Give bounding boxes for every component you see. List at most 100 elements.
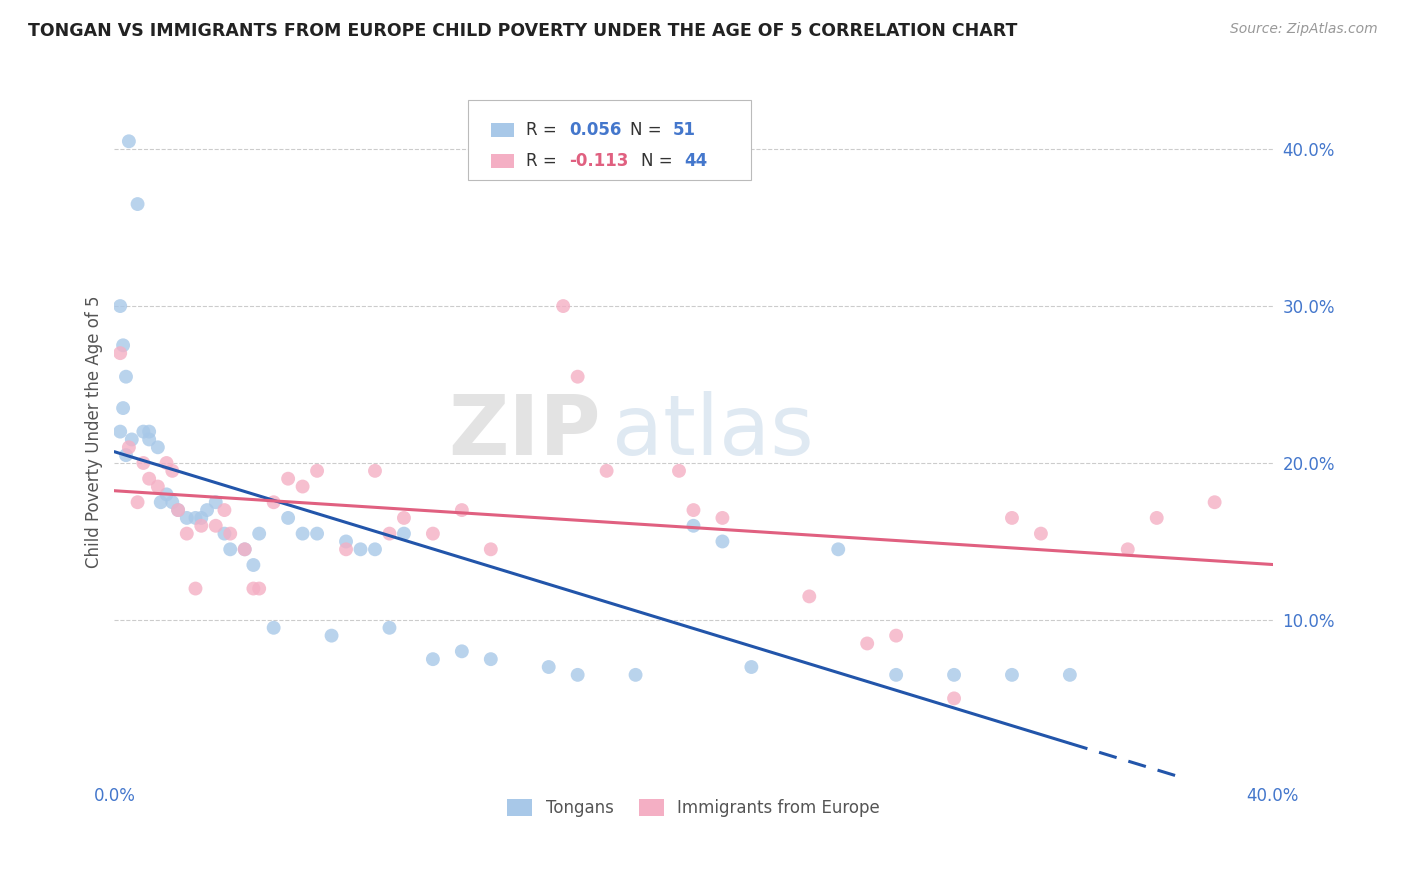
Point xyxy=(1001,511,1024,525)
Point xyxy=(190,511,212,525)
Point xyxy=(127,495,149,509)
Point xyxy=(307,464,329,478)
Point xyxy=(108,299,131,313)
Point xyxy=(115,369,138,384)
Point xyxy=(1001,668,1024,682)
Point xyxy=(479,542,502,557)
Point xyxy=(247,526,270,541)
Point xyxy=(167,503,190,517)
Point xyxy=(115,448,138,462)
Point xyxy=(242,582,264,596)
Point xyxy=(121,433,143,447)
Point xyxy=(149,495,172,509)
Point xyxy=(233,542,256,557)
FancyBboxPatch shape xyxy=(491,154,515,168)
Point xyxy=(1204,495,1226,509)
Point xyxy=(277,472,299,486)
Point xyxy=(146,479,169,493)
Text: 44: 44 xyxy=(685,152,707,169)
Point xyxy=(450,503,472,517)
Point xyxy=(138,425,160,439)
Point xyxy=(799,590,821,604)
Point xyxy=(321,629,343,643)
Point xyxy=(740,660,762,674)
Point xyxy=(567,369,589,384)
Point xyxy=(155,487,177,501)
Point xyxy=(943,691,966,706)
Point xyxy=(204,518,226,533)
Point xyxy=(219,526,242,541)
Point xyxy=(162,464,184,478)
Point xyxy=(155,456,177,470)
Point xyxy=(167,503,190,517)
Point xyxy=(146,440,169,454)
Point xyxy=(682,518,704,533)
Point xyxy=(112,401,135,415)
Point xyxy=(195,503,218,517)
Text: N =: N = xyxy=(641,152,678,169)
Point xyxy=(884,668,907,682)
Point xyxy=(108,346,131,360)
Text: Source: ZipAtlas.com: Source: ZipAtlas.com xyxy=(1230,22,1378,37)
Point xyxy=(668,464,690,478)
FancyBboxPatch shape xyxy=(491,123,515,137)
Point xyxy=(711,534,734,549)
Point xyxy=(138,472,160,486)
Point xyxy=(108,425,131,439)
Point xyxy=(335,542,357,557)
Point xyxy=(176,526,198,541)
Point xyxy=(112,338,135,352)
Point xyxy=(392,511,415,525)
Point xyxy=(349,542,371,557)
Text: R =: R = xyxy=(526,121,561,139)
Text: 0.056: 0.056 xyxy=(569,121,621,139)
Point xyxy=(127,197,149,211)
Point xyxy=(291,526,314,541)
Point xyxy=(943,668,966,682)
Point xyxy=(1059,668,1081,682)
Point xyxy=(827,542,849,557)
Point xyxy=(247,582,270,596)
Point xyxy=(711,511,734,525)
Text: ZIP: ZIP xyxy=(449,391,600,472)
Point xyxy=(219,542,242,557)
Point xyxy=(335,534,357,549)
Point xyxy=(118,134,141,148)
Point xyxy=(118,440,141,454)
Point xyxy=(132,456,155,470)
Text: 51: 51 xyxy=(672,121,696,139)
Point xyxy=(242,558,264,572)
Point xyxy=(307,526,329,541)
Point xyxy=(364,542,387,557)
Point xyxy=(291,479,314,493)
Point xyxy=(422,526,444,541)
Point xyxy=(184,511,207,525)
Point xyxy=(263,621,285,635)
Point xyxy=(682,503,704,517)
Point xyxy=(364,464,387,478)
Point xyxy=(277,511,299,525)
Point xyxy=(138,433,160,447)
Y-axis label: Child Poverty Under the Age of 5: Child Poverty Under the Age of 5 xyxy=(86,295,103,568)
Text: atlas: atlas xyxy=(613,391,814,472)
Point xyxy=(204,495,226,509)
Point xyxy=(1116,542,1139,557)
Point xyxy=(378,621,401,635)
Point xyxy=(214,526,236,541)
Point xyxy=(553,299,575,313)
Point xyxy=(392,526,415,541)
Point xyxy=(422,652,444,666)
Point xyxy=(1029,526,1052,541)
Point xyxy=(856,636,879,650)
Point xyxy=(162,495,184,509)
Point xyxy=(378,526,401,541)
Point xyxy=(233,542,256,557)
Point xyxy=(450,644,472,658)
Point xyxy=(567,668,589,682)
Point xyxy=(190,518,212,533)
Point xyxy=(176,511,198,525)
FancyBboxPatch shape xyxy=(468,100,751,179)
Point xyxy=(214,503,236,517)
Point xyxy=(1146,511,1168,525)
Text: R =: R = xyxy=(526,152,561,169)
